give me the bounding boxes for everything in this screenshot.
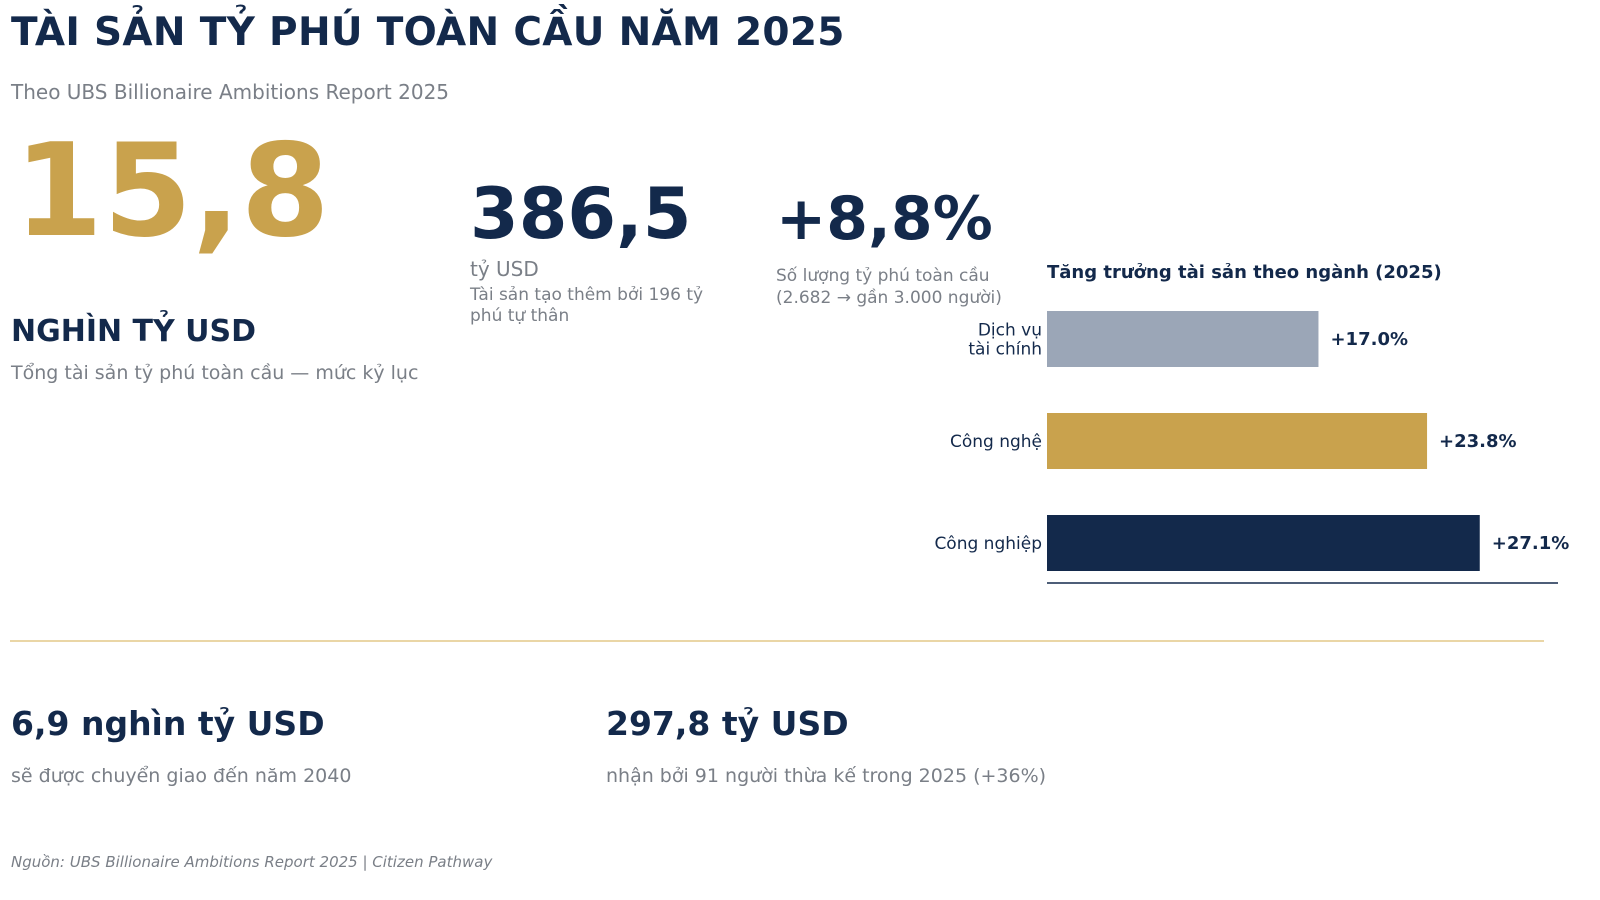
page-subtitle: Theo UBS Billionaire Ambitions Report 20… [11, 80, 450, 104]
category-label-2: Công nghệ [950, 432, 1042, 452]
total-wealth-description: Tổng tài sản tỷ phú toàn cầu — mức kỷ lụ… [11, 362, 419, 384]
sector-growth-chart: Tăng trưởng tài sản theo ngành (2025) +1… [934, 262, 1569, 584]
inherited-wealth-description: nhận bởi 91 người thừa kế trong 2025 (+3… [606, 765, 1047, 787]
new-wealth-value: 386,5 [470, 173, 692, 255]
section-divider [10, 640, 1544, 642]
source-note: Nguồn: UBS Billionaire Ambitions Report … [11, 853, 493, 871]
bar-value-label-2: +23.8% [1439, 431, 1517, 452]
bar-value-label-1: +17.0% [1330, 329, 1408, 350]
bar-2 [1047, 413, 1428, 469]
bar-value-label-3: +27.1% [1492, 533, 1570, 554]
category-label-1: tài chính [968, 340, 1042, 360]
total-wealth-unit: NGHÌN TỶ USD [11, 314, 257, 349]
wealth-transfer-description: sẽ được chuyển giao đến năm 2040 [11, 765, 352, 787]
bar-3 [1047, 515, 1480, 571]
inherited-wealth-value: 297,8 tỷ USD [606, 704, 849, 743]
category-label-3: Công nghiệp [934, 534, 1042, 554]
billionaire-count-growth-description: Số lượng tỷ phú toàn cầu (2.682 → gần 3.… [776, 266, 1002, 308]
billionaire-count-growth-value: +8,8% [776, 184, 993, 254]
new-wealth-unit: tỷ USD [470, 257, 539, 281]
category-label-1: Dịch vụ [978, 321, 1042, 341]
wealth-transfer-value: 6,9 nghìn tỷ USD [11, 704, 325, 743]
chart-title: Tăng trưởng tài sản theo ngành (2025) [1047, 262, 1442, 283]
bar-1 [1047, 311, 1319, 367]
total-wealth-value: 15,8 [14, 117, 330, 266]
new-wealth-description: Tài sản tạo thêm bởi 196 tỷ phú tự thân [470, 285, 704, 326]
page-title: TÀI SẢN TỶ PHÚ TOÀN CẦU NĂM 2025 [11, 10, 845, 55]
